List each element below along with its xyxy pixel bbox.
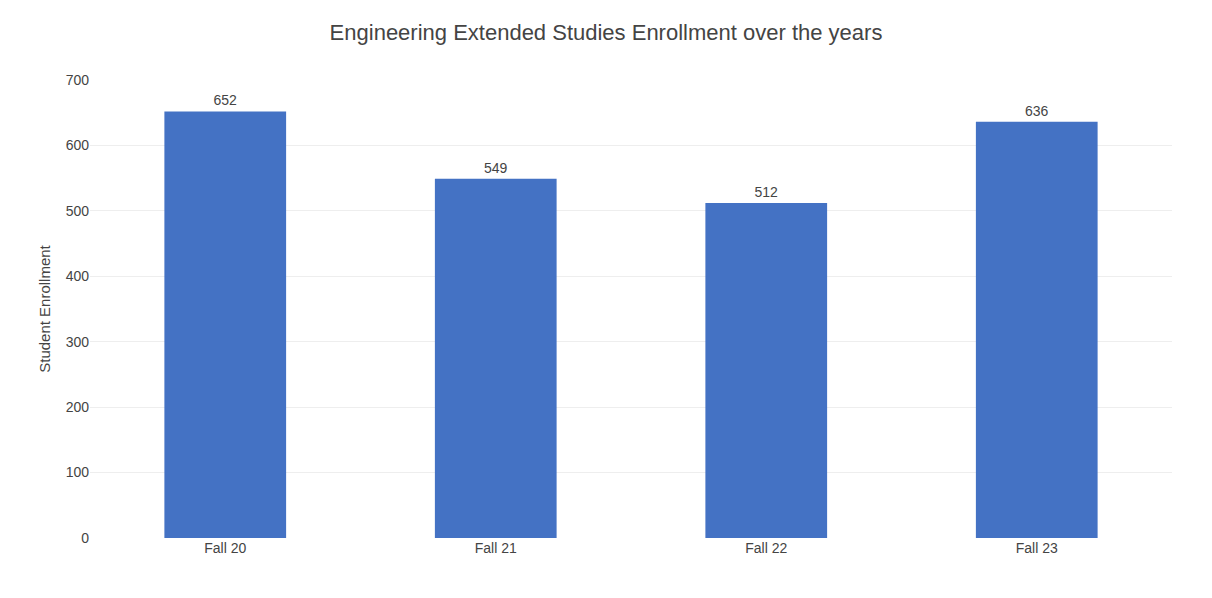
svg-text:636: 636 [1025, 103, 1049, 119]
svg-text:Fall 22: Fall 22 [745, 540, 787, 556]
svg-text:Student Enrollment: Student Enrollment [36, 244, 53, 372]
svg-text:700: 700 [66, 72, 90, 88]
svg-text:0: 0 [81, 530, 89, 546]
svg-text:Fall 23: Fall 23 [1016, 540, 1058, 556]
svg-text:512: 512 [754, 184, 778, 200]
svg-text:Engineering Extended Studies E: Engineering Extended Studies Enrollment … [330, 20, 883, 45]
svg-text:500: 500 [66, 203, 90, 219]
svg-text:400: 400 [66, 268, 90, 284]
svg-text:600: 600 [66, 137, 90, 153]
svg-text:Fall 21: Fall 21 [475, 540, 517, 556]
svg-text:Fall 20: Fall 20 [204, 540, 246, 556]
svg-text:100: 100 [66, 464, 90, 480]
svg-text:549: 549 [484, 160, 508, 176]
svg-text:200: 200 [66, 399, 90, 415]
svg-text:300: 300 [66, 334, 90, 350]
svg-text:652: 652 [213, 92, 237, 108]
